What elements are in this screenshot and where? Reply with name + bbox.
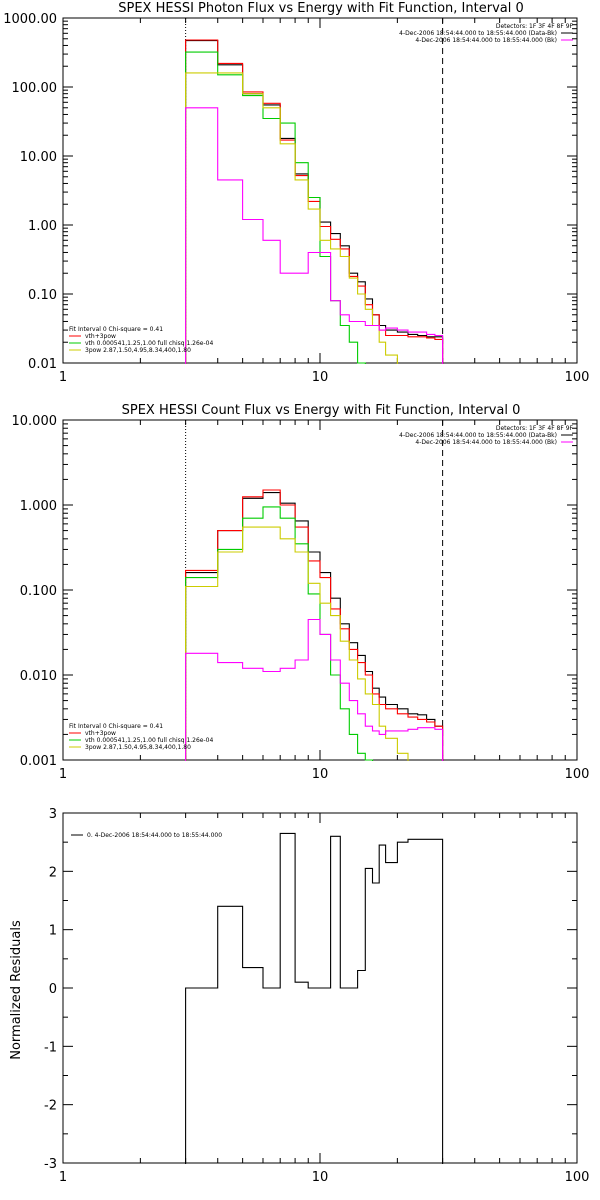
y-tick-label: -3 [44,1157,57,1172]
x-tick-label: 10 [312,370,329,385]
legend-header: Detectors: 1F 3F 4F 8F 9F [496,23,574,30]
residuals-y-axis-label: Normalized Residuals [9,920,24,1060]
count-flux-title: SPEX HESSI Count Flux vs Energy with Fit… [122,403,521,418]
residuals-panel: Normalized Residuals 1 10 100 -3 -2 -1 0 1 2 3 0. … [9,807,589,1185]
legend-header: Fit Interval 0 Chi-square = 0.41 [69,326,163,333]
x-tick-label: 10 [312,767,329,782]
y-tick-label: 1.000 [20,499,57,514]
data-series-cff0000 [185,489,444,761]
x-tick-label: 100 [565,767,590,782]
y-tick-label: 1000.00 [3,12,57,27]
y-tick-label: 1.00 [28,219,57,234]
y-tick-label: 0 [49,982,57,997]
y-tick-label: 0.010 [20,669,57,684]
x-tick-label: 1 [59,370,67,385]
photon-flux-panel: SPEX HESSI Photon Flux vs Energy with Fi… [3,1,589,385]
x-tick-label: 100 [565,1170,590,1185]
y-tick-label: 1 [49,924,57,939]
x-tick-label: 100 [565,370,590,385]
legend-entry-label: vth 0.000541,1.25,1.00 full chisq 1.26e-… [85,737,213,744]
y-tick-label: 0.100 [20,584,57,599]
data-series-c000000 [185,492,444,761]
photon-flux-title: SPEX HESSI Photon Flux vs Energy with Fi… [118,1,524,16]
legend-entry-label: 0. 4-Dec-2006 18:54:44.000 to 18:55:44.0… [87,832,222,839]
x-tick-label: 1 [59,1170,67,1185]
data-series-cff00ff [185,107,444,364]
legend-header: Fit Interval 0 Chi-square = 0.41 [69,723,163,730]
data-series-cff00ff [185,618,444,761]
legend-header: Detectors: 1F 3F 4F 8F 9F [496,425,574,432]
legend-entry-label: 4-Dec-2006 18:54:44.000 to 18:55:44.000 … [415,37,557,44]
count-flux-panel: SPEX HESSI Count Flux vs Energy with Fit… [12,403,590,782]
legend-entry-label: 4-Dec-2006 18:54:44.000 to 18:55:44.000 … [415,439,557,446]
y-tick-label: 3 [49,807,57,822]
x-tick-label: 10 [312,1170,329,1185]
y-tick-label: 0.001 [20,754,57,769]
y-tick-label: -1 [44,1040,57,1055]
y-tick-label: 10.000 [12,414,58,429]
data-series-ccccc00 [185,526,409,761]
y-tick-label: -2 [44,1099,57,1114]
legend-entry-label: 3pow 2.87,1.50,4.95,8.34,400,1.80 [85,347,191,354]
legend-entry-label: 4-Dec-2006 18:54:44.000 to 18:55:44.000 … [399,432,557,439]
y-tick-label: 0.01 [28,357,57,372]
legend-entry-label: vth+3pow [85,730,116,737]
y-tick-label: 10.00 [20,150,57,165]
y-tick-label: 2 [49,865,57,880]
legend-entry-label: 4-Dec-2006 18:54:44.000 to 18:55:44.000 … [399,30,557,37]
data-series-c00cc00 [185,506,374,761]
legend-entry-label: vth+3pow [85,333,116,340]
legend-entry-label: vth 0.000541,1.25,1.00 full chisq 1.26e-… [85,340,213,347]
legend-entry-label: 3pow 2.87,1.50,4.95,8.34,400,1.80 [85,744,191,751]
y-tick-label: 100.00 [12,81,58,96]
x-tick-label: 1 [59,767,67,782]
y-tick-label: 0.10 [28,288,57,303]
data-series-ccccc00 [185,72,398,364]
data-series-c000000 [185,832,444,1164]
